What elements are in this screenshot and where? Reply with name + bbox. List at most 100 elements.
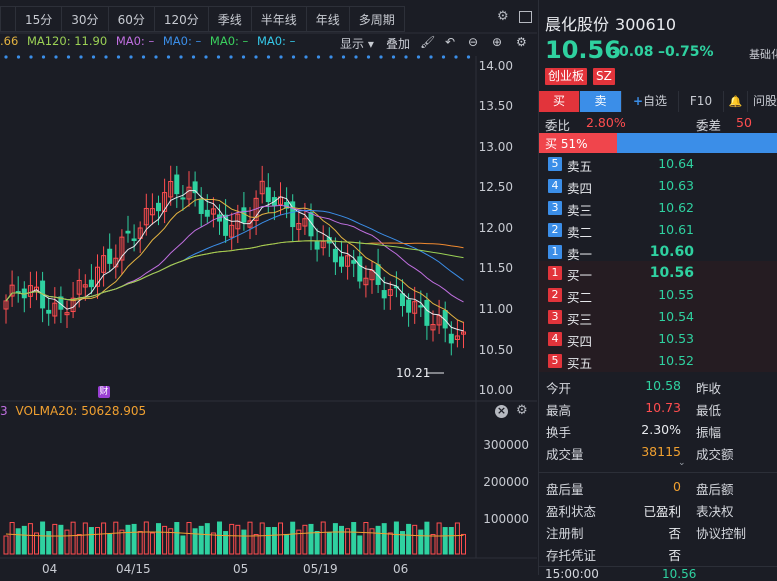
weibi-value: 2.80%: [586, 115, 626, 130]
volume-bar: [107, 533, 113, 555]
add-watchlist-button[interactable]: +自选: [622, 91, 679, 112]
level-index: 3: [548, 310, 562, 324]
volume-bar: [125, 524, 131, 555]
price-change-pct: –0.75%: [658, 44, 714, 60]
stat-label-2: 协议控制: [696, 526, 747, 541]
stat-label-2: 最低: [696, 403, 722, 418]
candle-body: [64, 312, 70, 316]
volume-bar: [149, 532, 155, 555]
volume-bar: [259, 522, 265, 555]
candle-body: [406, 299, 412, 313]
candle-body: [424, 299, 430, 326]
undo-icon[interactable]: ↶: [445, 35, 456, 49]
bid-level[interactable]: 1 买一 10.56: [539, 262, 777, 284]
candle-body: [143, 207, 149, 226]
tab-120min[interactable]: 120分: [154, 6, 209, 32]
candle-body: [125, 230, 131, 234]
window-toggle-icon[interactable]: [519, 11, 532, 23]
gear-icon[interactable]: ⚙: [497, 9, 509, 24]
tab-15min[interactable]: 15分: [16, 6, 63, 32]
tab-60min[interactable]: 60分: [108, 6, 155, 32]
period-tabs: 15分 30分 60分 120分 季线 半年线 年线 多周期: [0, 6, 405, 32]
low-price-marker: 10.21: [396, 366, 431, 380]
zoom-out-icon[interactable]: ⊖: [468, 35, 479, 49]
zoom-in-icon[interactable]: ⊕: [492, 35, 503, 49]
signal-dot: [391, 55, 396, 59]
f10-button[interactable]: F10: [679, 91, 724, 112]
quote-panel: 晨化股份 300610 10.56 –0.08 –0.75% 基础化 创业板 SZ…: [538, 0, 777, 581]
tab-30min[interactable]: 30分: [62, 6, 109, 32]
sell-button[interactable]: 卖: [580, 91, 622, 112]
overlay-button[interactable]: 叠加: [386, 37, 411, 51]
tick-price: 10.56: [662, 567, 697, 581]
signal-dot: [316, 55, 321, 59]
signal-dot: [216, 55, 221, 59]
volume-bar: [302, 524, 308, 555]
bid-level[interactable]: 3 买三 10.54: [539, 306, 777, 328]
tab-multi-period[interactable]: 多周期: [349, 6, 405, 32]
candlestick-chart[interactable]: [0, 0, 537, 575]
buy-button[interactable]: 买: [539, 91, 580, 112]
volume-bar: [430, 534, 436, 555]
level-price: 10.56: [649, 265, 694, 281]
volume-bar: [278, 522, 283, 555]
candle-body: [253, 197, 259, 222]
candle-body: [314, 240, 320, 250]
candle-body: [375, 264, 381, 285]
volume-bar: [82, 522, 88, 555]
ask-level[interactable]: 1 卖一 10.60: [539, 241, 777, 263]
brush-icon[interactable]: 🖌: [420, 35, 436, 49]
expand-chevron-icon[interactable]: ⌄: [678, 458, 686, 468]
chart-settings-icon[interactable]: ⚙: [516, 35, 527, 49]
industry-label[interactable]: 基础化: [749, 48, 777, 61]
show-menu[interactable]: 显示 ▾: [340, 37, 374, 51]
ask-level[interactable]: 4 卖四 10.63: [539, 175, 777, 197]
ask-stock-button[interactable]: 问股: [753, 94, 777, 108]
candle-body: [156, 202, 161, 212]
ask-level[interactable]: 3 卖三 10.62: [539, 197, 777, 219]
bell-icon[interactable]: 🔔: [724, 91, 748, 112]
moving-average-line: [5, 240, 464, 302]
candle-body: [448, 333, 454, 344]
signal-dot: [254, 55, 258, 59]
bid-level[interactable]: 4 买四 10.53: [539, 328, 777, 350]
volume-bar: [436, 522, 442, 555]
stat-value: 10.73: [645, 400, 681, 415]
candle-body: [357, 256, 363, 282]
ma120-value: MA120: 11.90: [26, 34, 108, 48]
signal-dot: [379, 55, 383, 59]
candle-body: [40, 280, 46, 309]
candle-body: [400, 293, 405, 307]
candle-body: [241, 207, 247, 223]
volume-bar: [119, 529, 125, 555]
divider: [539, 472, 777, 473]
volume-bar: [52, 523, 58, 555]
candle-body: [9, 284, 15, 297]
signal-dot: [191, 55, 196, 59]
tab-halfyear[interactable]: 半年线: [251, 6, 307, 32]
candle-body: [454, 335, 460, 341]
signal-dot: [329, 55, 333, 59]
volume-bar: [46, 531, 52, 555]
tab-quarter[interactable]: 季线: [208, 6, 252, 32]
bid-level[interactable]: 2 买二 10.55: [539, 284, 777, 306]
level-index: 4: [548, 332, 562, 346]
volume-bar: [418, 529, 424, 555]
close-volume-icon[interactable]: ×: [495, 404, 508, 418]
ask-level[interactable]: 2 卖二 10.61: [539, 219, 777, 241]
tab-placeholder[interactable]: [0, 6, 16, 32]
level-label: 卖三: [567, 203, 593, 218]
price-tick: 14.00: [478, 59, 513, 73]
volume-settings-icon[interactable]: ⚙: [516, 403, 528, 418]
level-index: 5: [548, 157, 562, 171]
ask-level[interactable]: 5 卖五 10.64: [539, 153, 777, 175]
level-index: 2: [548, 223, 562, 237]
volume-bar: [162, 525, 168, 555]
tab-year[interactable]: 年线: [306, 6, 350, 32]
bid-level[interactable]: 5 买五 10.52: [539, 350, 777, 372]
volume-bar: [168, 528, 174, 555]
signal-dot: [441, 55, 446, 59]
financial-report-badge[interactable]: 财: [98, 386, 110, 398]
signal-dot: [66, 55, 71, 59]
stat-label: 最高: [546, 403, 572, 418]
